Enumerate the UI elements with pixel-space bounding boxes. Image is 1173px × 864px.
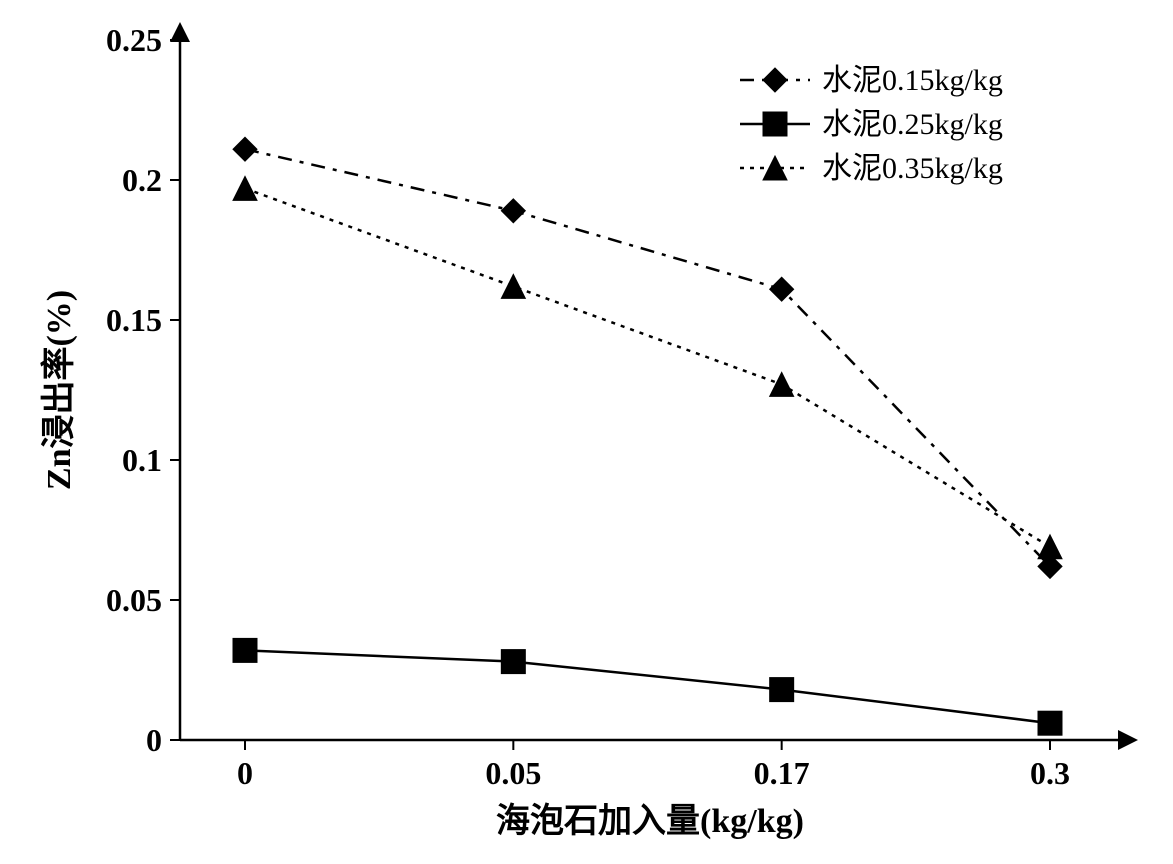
- series-0: [233, 137, 1062, 578]
- y-tick-label: 0.2: [122, 162, 162, 198]
- x-tick-label: 0.3: [1030, 755, 1070, 791]
- square-marker-icon: [770, 678, 794, 702]
- diamond-marker-icon: [763, 68, 787, 92]
- y-tick-label: 0.1: [122, 442, 162, 478]
- triangle-marker-icon: [501, 274, 525, 298]
- square-marker-icon: [763, 112, 787, 136]
- triangle-marker-icon: [233, 176, 257, 200]
- y-tick-label: 0.15: [106, 302, 162, 338]
- y-tick-label: 0: [146, 722, 162, 758]
- x-tick-label: 0: [237, 755, 253, 791]
- series-line: [245, 149, 1050, 566]
- series-line: [245, 188, 1050, 546]
- legend: 水泥0.15kg/kg 水泥0.25kg/kg 水泥0.35kg/kg: [740, 64, 1003, 185]
- legend-label: 水泥0.25kg/kg: [822, 108, 1003, 141]
- legend-label: 水泥0.15kg/kg: [822, 64, 1003, 97]
- line-chart: 0 0.05 0.1 0.15 0.2 0.25 0 0.05 0.17 0.3 海泡石加入量(kg…: [20, 20, 1153, 844]
- y-tick-label: 0.05: [106, 582, 162, 618]
- diamond-marker-icon: [233, 137, 257, 161]
- legend-label: 水泥0.35kg/kg: [822, 152, 1003, 185]
- y-tick-label: 0.25: [106, 22, 162, 58]
- square-marker-icon: [1038, 711, 1062, 735]
- chart-container: 0 0.05 0.1 0.15 0.2 0.25 0 0.05 0.17 0.3 海泡石加入量(kg…: [20, 20, 1153, 844]
- x-tick-label: 0.05: [485, 755, 541, 791]
- series-2: [233, 176, 1062, 558]
- series-1: [233, 638, 1062, 735]
- diamond-marker-icon: [501, 199, 525, 223]
- x-tick-label: 0.17: [754, 755, 810, 791]
- y-axis-label: Zn浸出率(%): [40, 290, 78, 490]
- square-marker-icon: [501, 650, 525, 674]
- triangle-marker-icon: [1038, 535, 1062, 559]
- triangle-marker-icon: [770, 372, 794, 396]
- x-axis-label: 海泡石加入量(kg/kg): [496, 802, 804, 840]
- square-marker-icon: [233, 638, 257, 662]
- series-line: [245, 650, 1050, 723]
